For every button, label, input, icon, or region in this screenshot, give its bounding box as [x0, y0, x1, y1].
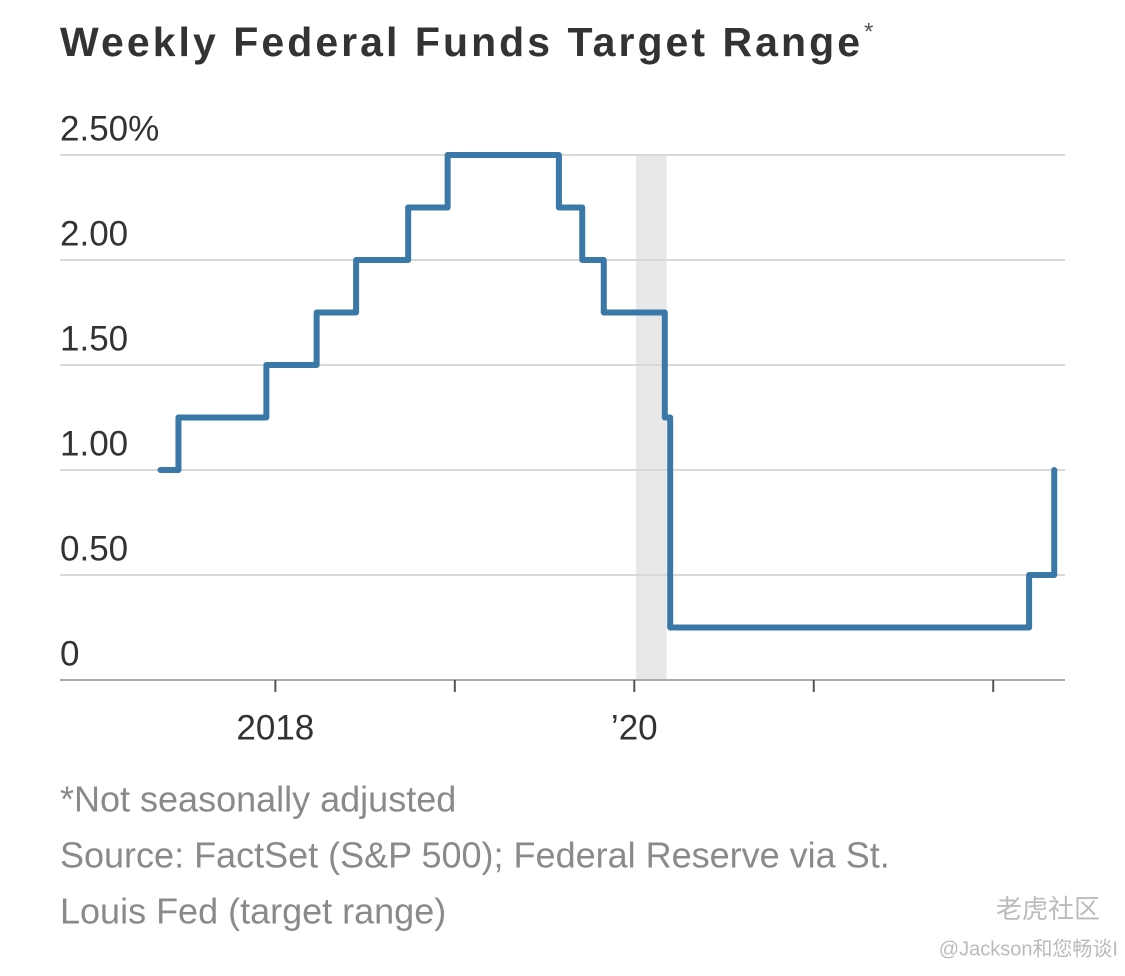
y-tick-label: 1.00 [60, 424, 128, 463]
x-tick-label: ’20 [611, 708, 658, 747]
source: Louis Fed (target range) [60, 891, 446, 932]
x-tick-label: 2018 [236, 708, 314, 747]
source: Source: FactSet (S&P 500); Federal Reser… [60, 835, 890, 876]
recession-shade [636, 155, 667, 680]
y-tick-label: 2.50% [60, 109, 159, 148]
y-tick-label: 0 [60, 634, 79, 673]
title-mark: * [864, 18, 873, 45]
watermark: 老虎社区 [996, 894, 1100, 924]
watermark: @Jackson和您畅谈I [939, 937, 1118, 960]
y-tick-label: 2.00 [60, 214, 128, 253]
y-tick-label: 0.50 [60, 529, 128, 568]
footnote: *Not seasonally adjusted [60, 779, 456, 820]
chart-title: Weekly Federal Funds Target Range [60, 19, 860, 65]
rate-line [157, 152, 1058, 631]
y-tick-label: 1.50 [60, 319, 128, 358]
